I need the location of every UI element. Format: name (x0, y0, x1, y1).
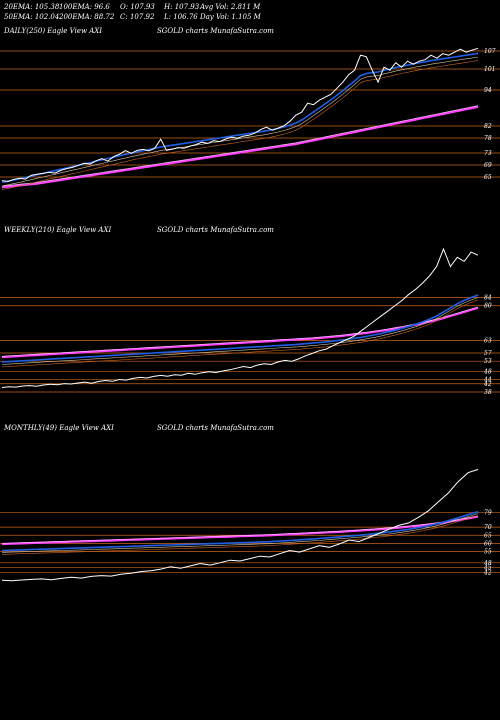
daily-watermark: SGOLD charts MunafaSutra.com (157, 27, 274, 35)
daily-ema-slow-highlight (1, 105, 479, 187)
daily-panel-title: DAILY(250) Eagle View AXI (4, 27, 103, 35)
stat-open: O: 107.93 (120, 3, 155, 11)
daily-tick-label-65: 65 (484, 174, 492, 181)
daily-tick-label-94: 94 (484, 87, 492, 94)
stat-200ema: 200EMA: 88.72 (59, 13, 115, 21)
stat-low: L: 106.76 (164, 13, 198, 21)
monthly-watermark: SGOLD charts MunafaSutra.com (157, 424, 274, 432)
weekly-price-line (1, 247, 479, 388)
daily-tick-label-107: 107 (484, 48, 496, 55)
daily-ema-slow-line (1, 105, 479, 189)
weekly-ema-slow-highlight (1, 306, 479, 357)
weekly-ema-fast-line (1, 294, 479, 363)
weekly-panel-title: WEEKLY(210) Eagle View AXI (4, 226, 112, 234)
weekly-tick-label-80: 80 (484, 303, 492, 310)
monthly-price-line (1, 468, 479, 582)
weekly-tick-label-44: 44 (483, 377, 492, 384)
weekly-watermark: SGOLD charts MunafaSutra.com (157, 226, 274, 234)
daily-tick-label-73: 73 (484, 150, 492, 157)
monthly-tick-label-48: 48 (483, 560, 492, 567)
daily-tick-label-82: 82 (484, 123, 492, 130)
monthly-ema-fast-line (1, 510, 479, 552)
monthly-tick-label-45: 45 (483, 565, 492, 572)
monthly-tick-label-79: 79 (484, 510, 492, 517)
weekly-ema-band-lower (1, 299, 479, 368)
weekly-tick-label-38: 38 (484, 389, 492, 396)
monthly-tick-label-60: 60 (484, 540, 492, 547)
monthly-ema-slow-highlight (1, 515, 479, 544)
stat-avg-vol: Avg Vol: 2.811 M (200, 3, 261, 11)
stat-100ema: 100EMA: 96.6 (59, 3, 110, 11)
stat-close: C: 107.92 (120, 13, 155, 21)
weekly-tick-label-57: 57 (484, 350, 492, 357)
daily-tick-label-101: 101 (484, 66, 495, 73)
weekly-tick-label-48: 48 (483, 368, 492, 375)
stat-high: H: 107.93 (164, 3, 200, 11)
daily-price-line (1, 47, 479, 183)
monthly-ema-slow-line (1, 515, 479, 546)
monthly-tick-label-42: 42 (483, 570, 492, 577)
monthly-tick-label-55: 55 (484, 548, 492, 555)
weekly-tick-label-53: 53 (484, 358, 492, 365)
daily-tick-label-78: 78 (484, 135, 492, 142)
daily-tick-label-69: 69 (484, 162, 492, 169)
monthly-panel-title: MONTHLY(49) Eagle View AXI (4, 424, 114, 432)
weekly-tick-label-84: 84 (484, 295, 492, 302)
weekly-ema-slow-line (1, 306, 479, 359)
monthly-ema-band-upper (1, 513, 479, 553)
weekly-ema-band-upper (1, 297, 479, 365)
stat-50ema: 50EMA: 102.04 (4, 13, 60, 21)
weekly-tick-label-42: 42 (483, 381, 492, 388)
monthly-ema-band-lower (1, 515, 479, 555)
weekly-tick-label-63: 63 (484, 338, 492, 345)
monthly-tick-label-70: 70 (484, 524, 492, 531)
daily-ema-band-lower (1, 60, 479, 190)
monthly-tick-label-65: 65 (484, 532, 492, 539)
stat-day-vol: Day Vol: 1.105 M (200, 13, 261, 21)
daily-ema-band-upper (1, 56, 479, 187)
stat-20ema: 20EMA: 105.38 (4, 3, 60, 11)
